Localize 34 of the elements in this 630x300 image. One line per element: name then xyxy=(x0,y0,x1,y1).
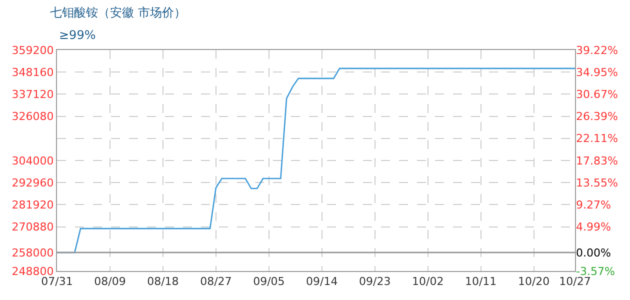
x-tick-label: 07/31 xyxy=(41,275,73,288)
x-tick-label: 08/09 xyxy=(94,275,126,288)
chart-subtitle: ≥99% xyxy=(59,28,96,42)
y-tick-label: 326080 xyxy=(12,110,54,124)
y-tick-label: 281920 xyxy=(12,198,54,212)
y-tick-label: 292960 xyxy=(12,176,54,190)
x-tick-label: 09/05 xyxy=(253,275,285,288)
y-tick-label: 337120 xyxy=(12,88,54,102)
y2-tick-label: 9.27% xyxy=(576,198,611,212)
x-tick-label: 10/20 xyxy=(518,275,550,288)
x-tick-label: 09/14 xyxy=(306,275,338,288)
y2-tick-label: 17.83% xyxy=(576,154,618,168)
y2-tick-label: 22.11% xyxy=(576,132,618,146)
x-tick-label: 08/27 xyxy=(200,275,232,288)
y-tick-label: 248800 xyxy=(12,264,54,278)
y2-tick-label: 30.67% xyxy=(576,88,618,102)
chart-title: 七钼酸铵（安徽 市场价） xyxy=(50,5,186,20)
y-tick-label: 304000 xyxy=(12,154,54,168)
x-tick-label: 10/27 xyxy=(559,275,591,288)
x-tick-label: 09/23 xyxy=(359,275,391,288)
y2-tick-label: -3.57% xyxy=(576,264,615,278)
y-tick-label: 348160 xyxy=(12,66,54,79)
y2-tick-label: 0.00% xyxy=(576,246,611,260)
x-tick-label: 10/02 xyxy=(412,275,444,288)
y2-tick-label: 26.39% xyxy=(576,110,618,124)
y2-tick-label: 39.22% xyxy=(576,44,618,57)
y2-tick-label: 13.55% xyxy=(576,176,618,190)
y2-tick-label: 34.95% xyxy=(576,66,618,79)
y2-tick-label: 4.99% xyxy=(576,220,611,234)
x-tick-label: 08/18 xyxy=(147,275,179,288)
y-tick-label: 359200 xyxy=(12,44,54,57)
y-tick-label: 270880 xyxy=(12,220,54,234)
y-tick-label: 258000 xyxy=(12,246,54,260)
x-tick-label: 10/11 xyxy=(464,275,497,288)
